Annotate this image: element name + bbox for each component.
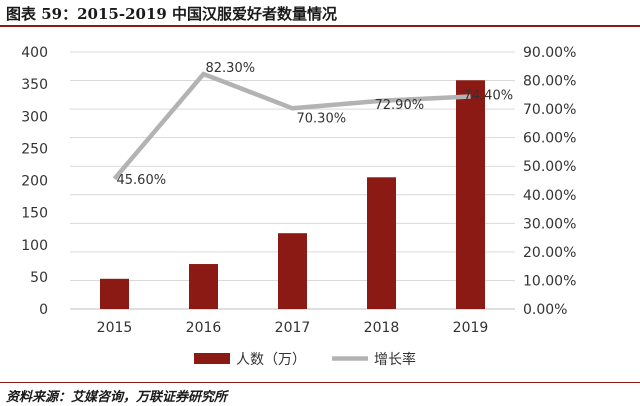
left-axis-tick: 50 — [30, 270, 48, 286]
bar-2016 — [189, 264, 218, 309]
left-axis-ticks: 0 50 100 150 200 250 300 350 400 — [21, 45, 48, 318]
x-axis-tick: 2019 — [453, 320, 489, 336]
right-axis-tick: 90.00% — [523, 45, 576, 61]
bar-2019 — [456, 80, 485, 309]
right-axis-tick: 50.00% — [523, 159, 576, 175]
chart-title: 图表 59：2015-2019 中国汉服爱好者数量情况 — [6, 5, 338, 23]
line-series — [112, 71, 471, 181]
right-axis-ticks: 0.00% 10.00% 20.00% 30.00% 40.00% 50.00% 60.00… — [523, 45, 576, 318]
left-axis-tick: 100 — [21, 238, 48, 254]
left-axis-tick: 0 — [39, 302, 48, 318]
growth-label: 74.40% — [464, 89, 514, 104]
combo-chart: 45.60% 82.30% 70.30% 72.90% 74.40% 0 50 100 150… — [21, 45, 576, 368]
source-rule — [0, 382, 640, 383]
left-axis-tick: 300 — [21, 109, 48, 125]
growth-rate-line — [112, 71, 471, 181]
right-axis-tick: 70.00% — [523, 102, 576, 118]
right-axis-tick: 80.00% — [523, 74, 576, 90]
x-axis-tick: 2016 — [186, 320, 222, 336]
growth-label: 72.90% — [375, 98, 425, 113]
right-axis-tick: 30.00% — [523, 216, 576, 232]
left-axis-tick: 150 — [21, 206, 48, 222]
bar-2018 — [367, 177, 396, 309]
right-axis-tick: 0.00% — [523, 302, 567, 318]
left-axis-tick: 350 — [21, 77, 48, 93]
legend-label-bar: 人数（万） — [236, 352, 306, 368]
right-axis-tick: 60.00% — [523, 131, 576, 147]
growth-label: 45.60% — [117, 173, 167, 188]
growth-label: 82.30% — [206, 61, 256, 76]
legend-swatch-bar — [194, 353, 230, 364]
x-axis-tick: 2018 — [364, 320, 400, 336]
bar-series — [100, 80, 485, 309]
grid-lines — [70, 51, 515, 310]
title-rule — [0, 25, 640, 27]
data-labels: 45.60% 82.30% 70.30% 72.90% 74.40% — [117, 61, 514, 188]
bar-2017 — [278, 233, 307, 309]
source-note: 资料来源：艾媒咨询，万联证券研究所 — [6, 390, 228, 405]
right-axis-tick: 20.00% — [523, 245, 576, 261]
legend: 人数（万） 增长率 — [194, 351, 416, 368]
left-axis-tick: 200 — [21, 174, 48, 190]
bar-2015 — [100, 278, 129, 309]
right-axis-tick: 40.00% — [523, 188, 576, 204]
left-axis-tick: 250 — [21, 141, 48, 157]
right-axis-tick: 10.00% — [523, 273, 576, 289]
x-axis-tick: 2017 — [275, 320, 311, 336]
x-axis-ticks: 2015 2016 2017 2018 2019 — [97, 320, 489, 336]
growth-label: 70.30% — [297, 111, 347, 126]
legend-label-line: 增长率 — [374, 351, 416, 368]
x-axis-tick: 2015 — [97, 320, 133, 336]
left-axis-tick: 400 — [21, 45, 48, 61]
